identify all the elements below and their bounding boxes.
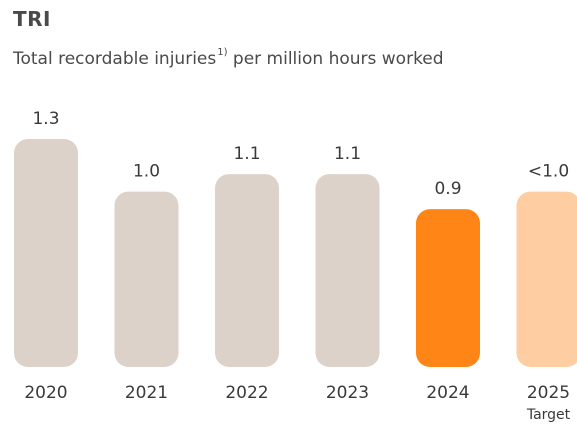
chart-title: TRI (13, 7, 51, 31)
value-label-2020: 1.3 (32, 109, 59, 129)
value-label-2021: 1.0 (133, 162, 160, 182)
value-label-2025: <1.0 (528, 162, 569, 182)
tick-label-2020: 2020 (24, 383, 67, 403)
tick-sublabel-2025: Target (526, 407, 571, 423)
bar-2024 (416, 209, 480, 367)
subtitle-text: Total recordable injuries (13, 49, 217, 69)
value-label-2023: 1.1 (334, 144, 361, 164)
tick-label-2021: 2021 (125, 383, 168, 403)
bar-2021 (114, 191, 179, 367)
value-label-2024: 0.9 (434, 179, 461, 199)
tick-label-2022: 2022 (225, 383, 268, 403)
tick-label-2024: 2024 (426, 383, 469, 403)
bar-2023 (315, 174, 380, 367)
bar-2025 (516, 191, 577, 367)
chart-subtitle: Total recordable injuries1) per million … (13, 47, 444, 69)
bar-2020 (14, 139, 78, 367)
tick-label-2025: 2025 (527, 383, 570, 403)
bar-2022 (215, 174, 279, 367)
value-label-2022: 1.1 (233, 144, 260, 164)
footnote-marker: 1) (217, 47, 228, 59)
subtitle-suffix: per million hours worked (227, 49, 444, 69)
tick-label-2023: 2023 (326, 383, 369, 403)
